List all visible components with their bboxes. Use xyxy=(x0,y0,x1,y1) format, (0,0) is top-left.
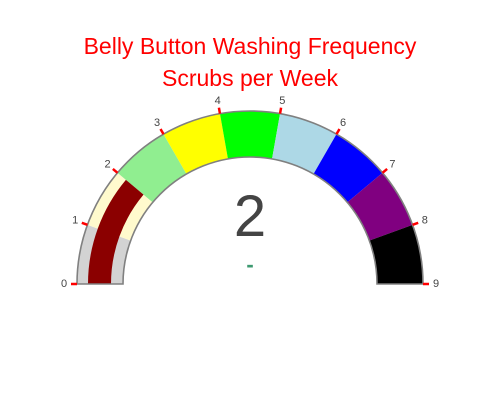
gauge-tick-label-7: 7 xyxy=(389,158,395,170)
gauge-tick-label-0: 0 xyxy=(61,278,67,290)
gauge-tick-2 xyxy=(112,167,119,174)
gauge-tick-label-8: 8 xyxy=(422,214,428,226)
gauge-border xyxy=(76,110,424,285)
gauge-tick-label-4: 4 xyxy=(215,95,221,107)
gauge-tick-5 xyxy=(278,107,283,114)
gauge-tick-label-6: 6 xyxy=(340,117,346,129)
chart-title-line-2: Scrubs per Week xyxy=(162,65,338,91)
gauge-tick-label-2: 2 xyxy=(104,158,110,170)
gauge-step-7 xyxy=(347,172,413,241)
gauge-tick-label-3: 3 xyxy=(154,117,160,129)
gauge-step-3 xyxy=(163,113,228,175)
gauge-tick-6 xyxy=(335,128,341,135)
gauge-bar-group xyxy=(88,179,144,284)
gauge-tick-7 xyxy=(381,167,388,174)
gauge-delta: - xyxy=(246,252,253,277)
gauge-tick-3 xyxy=(159,128,165,135)
gauge-step-5 xyxy=(272,113,337,175)
chart-title-line-1: Belly Button Washing Frequency xyxy=(84,33,417,59)
gauge-tick-1 xyxy=(81,221,88,227)
gauge-step-8 xyxy=(369,224,423,284)
gauge-value: 2 xyxy=(234,184,266,249)
gauge-tick-label-1: 1 xyxy=(72,214,78,226)
gauge-tick-label-5: 5 xyxy=(279,95,285,107)
gauge-ticks: 0 1 2 3 4 5 6 7 8 9 xyxy=(61,95,439,290)
gauge-tick-4 xyxy=(217,107,222,114)
gauge-value-bar xyxy=(88,179,144,284)
gauge-tick-label-9: 9 xyxy=(433,278,439,290)
gauge-tick-8 xyxy=(412,221,419,227)
gauge-step-4 xyxy=(219,111,281,159)
gauge-outline xyxy=(76,110,424,285)
